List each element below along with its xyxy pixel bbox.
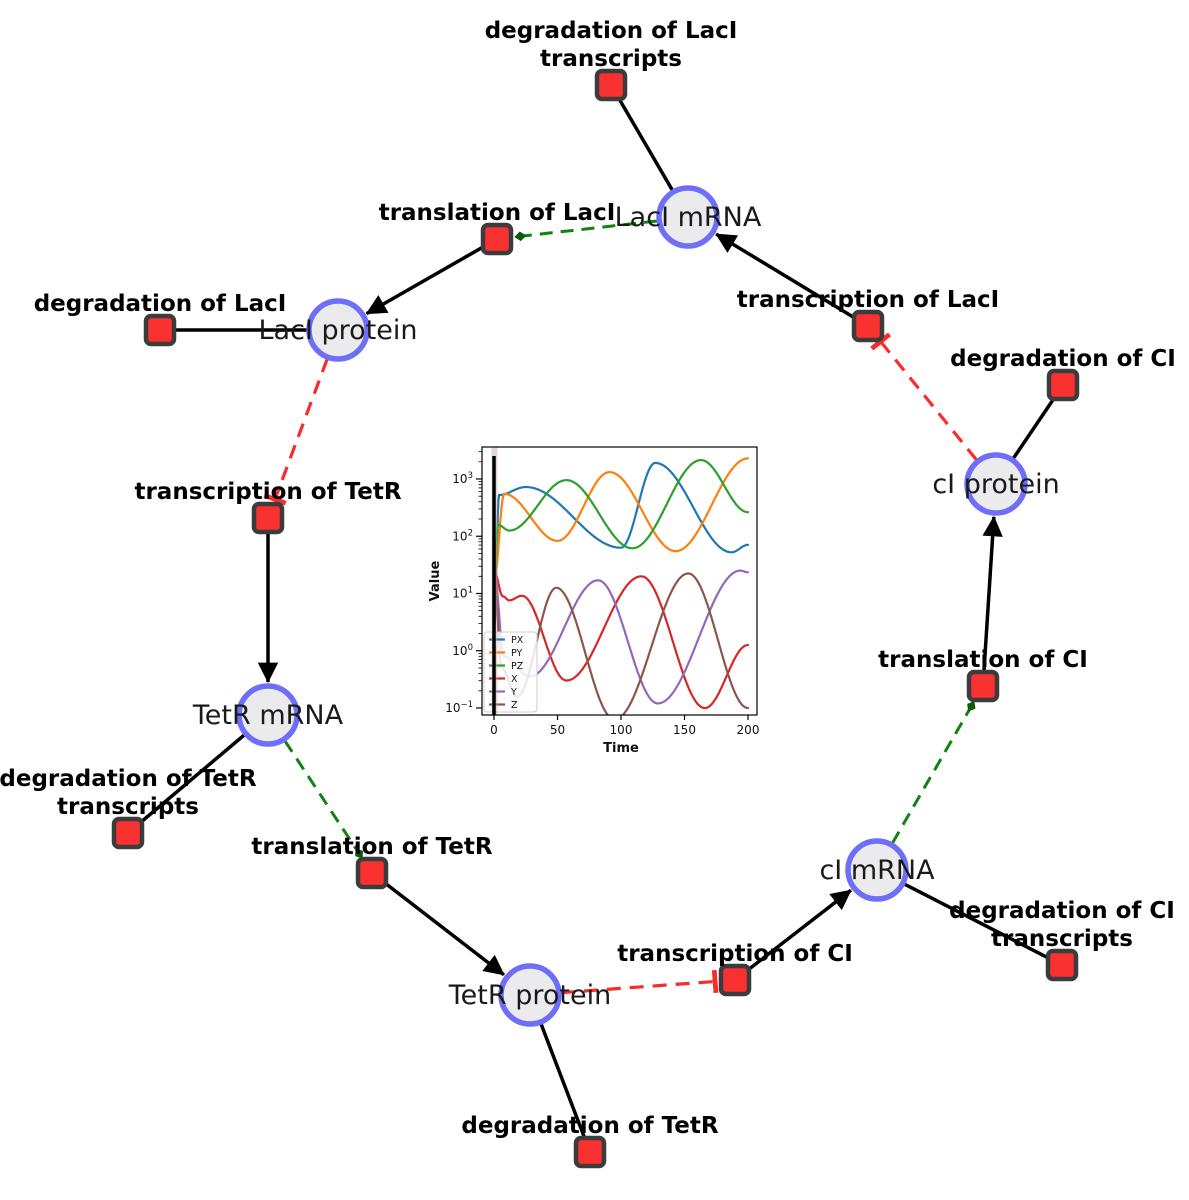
series-X [492, 569, 750, 710]
species-label-laci-protein: LacI protein [259, 315, 418, 346]
reaction-label-deg-laci-transcripts-2: transcripts [540, 46, 682, 72]
species-node-laci-protein[interactable] [306, 298, 370, 362]
edge-transcription-ci-to-mrna [733, 888, 852, 982]
species-node-tetr-protein[interactable] [498, 963, 562, 1027]
legend-label-px: PX [511, 635, 524, 646]
reaction-node-transcription-ci[interactable] [718, 963, 752, 997]
reaction-label-translation-laci: translation of LacI [379, 200, 616, 226]
reaction-label-deg-ci: degradation of CI [950, 346, 1176, 372]
reaction-node-deg-laci-transcripts[interactable] [594, 68, 628, 102]
svg-text:102: 102 [452, 528, 473, 543]
reaction-node-transcription-laci[interactable] [851, 309, 885, 343]
legend-label-x: X [511, 674, 518, 685]
reaction-label-translation-tetr: translation of TetR [251, 834, 492, 860]
reaction-node-translation-laci[interactable] [480, 222, 514, 256]
reaction-node-deg-ci-transcripts[interactable] [1045, 948, 1079, 982]
y-minor-ticks [478, 451, 482, 692]
series-PZ [492, 459, 750, 607]
species-node-laci-mrna[interactable] [656, 185, 720, 249]
x-tick-labels: 0 50 100 150 200 [490, 723, 759, 737]
species-node-ci-mrna[interactable] [845, 838, 909, 902]
reaction-node-deg-laci[interactable] [143, 313, 177, 347]
species-node-tetr-mrna[interactable] [236, 683, 300, 747]
reaction-label-deg-laci-transcripts-1: degradation of LacI [485, 18, 738, 44]
edge-cimrna-modifies-translation [891, 700, 976, 844]
reaction-node-deg-ci[interactable] [1046, 368, 1080, 402]
reaction-label-transcription-tetr: transcription of TetR [134, 479, 401, 505]
species-labels: LacI mRNA LacI protein TetR mRNA TetR pr… [192, 202, 1060, 1011]
edge-ciprotein-inhibits-laci [870, 332, 978, 461]
reaction-label-deg-tetr-transcripts-2: transcripts [57, 794, 199, 820]
svg-text:0: 0 [490, 723, 498, 737]
reaction-node-deg-tetr-transcripts[interactable] [111, 816, 145, 850]
species-label-ci-protein: cI protein [932, 469, 1059, 500]
reaction-labels: degradation of LacI transcripts translat… [0, 18, 1176, 1139]
svg-text:200: 200 [737, 723, 760, 737]
series-PX [492, 461, 750, 635]
reaction-squares [111, 68, 1080, 1169]
inhibition-edges [263, 332, 978, 995]
x-axis-label: Time [603, 741, 639, 756]
species-label-ci-mrna: cI mRNA [819, 855, 935, 886]
series-PY [492, 457, 750, 584]
edge-tetrmrna-modifies-translation [283, 740, 364, 859]
reaction-label-deg-ci-transcripts-1: degradation of CI [949, 898, 1175, 924]
svg-text:50: 50 [550, 723, 565, 737]
x-ticks [493, 715, 749, 720]
svg-text:103: 103 [452, 471, 473, 486]
y-tick-labels: 103 102 101 100 10−1 [445, 471, 473, 715]
chart-legend: PX PY PZ X Y Z [483, 631, 538, 713]
y-axis-label: Value [428, 560, 443, 601]
reaction-label-transcription-laci: transcription of LacI [737, 287, 1000, 313]
reaction-label-deg-tetr: degradation of TetR [461, 1113, 718, 1139]
reaction-node-translation-tetr[interactable] [355, 856, 389, 890]
modifier-edges [283, 219, 976, 859]
svg-text:100: 100 [610, 723, 633, 737]
svg-text:100: 100 [452, 643, 473, 658]
species-label-tetr-protein: TetR protein [448, 980, 611, 1011]
svg-text:10−1: 10−1 [445, 700, 473, 715]
edge-translation-laci-to-protein [365, 237, 498, 316]
reaction-label-deg-tetr-transcripts-1: degradation of TetR [0, 766, 257, 792]
reaction-label-deg-laci: degradation of LacI [34, 291, 287, 317]
edge-lacimrna-modifies-translation [514, 219, 658, 242]
edge-tetrprotein-inhibits-ci [560, 969, 719, 995]
edge-transcription-laci-to-mrna [715, 232, 869, 328]
reaction-node-deg-tetr[interactable] [573, 1135, 607, 1169]
inset-chart: PX PY PZ X Y Z 103 102 101 100 10−1 [428, 446, 759, 756]
reaction-label-deg-ci-transcripts-2: transcripts [991, 926, 1133, 952]
production-edges [257, 232, 1003, 982]
legend-label-py: PY [511, 648, 523, 659]
edge-cimrna-degradation [876, 868, 1063, 967]
species-label-tetr-mrna: TetR mRNA [192, 700, 344, 731]
species-label-laci-mrna: LacI mRNA [615, 202, 762, 233]
reaction-node-translation-ci[interactable] [966, 669, 1000, 703]
reaction-label-translation-ci: translation of CI [878, 647, 1088, 673]
legend-label-z: Z [511, 700, 518, 711]
species-circles [236, 185, 1028, 1027]
legend-label-y: Y [510, 687, 517, 698]
chart-frame [481, 446, 758, 716]
edge-translation-tetr-to-protein [370, 871, 505, 977]
svg-text:101: 101 [452, 586, 473, 601]
reaction-node-transcription-tetr[interactable] [251, 501, 285, 535]
edge-translation-ci-to-protein [981, 515, 1003, 687]
reaction-label-transcription-ci: transcription of CI [617, 941, 853, 967]
edge-laciprotein-inhibits-tetr [263, 358, 329, 506]
legend-label-pz: PZ [511, 661, 524, 672]
svg-text:150: 150 [673, 723, 696, 737]
species-node-ci-protein[interactable] [964, 452, 1028, 516]
y-major-ticks [476, 478, 482, 709]
